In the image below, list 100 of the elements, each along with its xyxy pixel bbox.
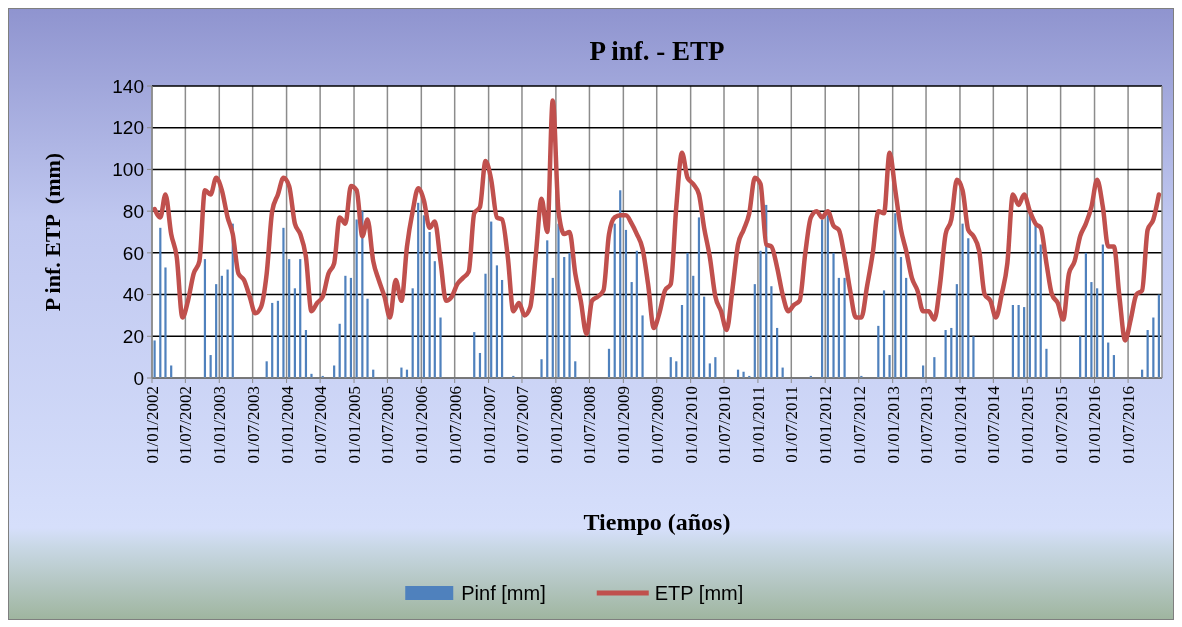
x-tick-label: 01/07/2005 xyxy=(378,386,398,464)
y-tick-label: 80 xyxy=(122,200,144,222)
chart-title: P inf. - ETP xyxy=(589,36,725,66)
bar xyxy=(400,367,403,378)
bar xyxy=(495,265,499,378)
bar xyxy=(843,277,846,378)
line-series xyxy=(152,98,1162,343)
bar xyxy=(366,298,369,378)
bar xyxy=(624,229,628,378)
bar xyxy=(630,282,633,378)
x-tick-label: 01/07/2016 xyxy=(1119,386,1139,464)
bar xyxy=(355,219,358,378)
bar xyxy=(1039,244,1042,378)
y-tick-label: 0 xyxy=(133,367,144,389)
bar xyxy=(215,284,218,378)
x-tick-label: 01/01/2003 xyxy=(210,386,230,464)
bar xyxy=(1090,282,1093,378)
x-tick-label: 01/07/2004 xyxy=(311,385,331,464)
bar xyxy=(299,259,302,378)
bar xyxy=(422,215,426,378)
bar xyxy=(742,371,745,378)
bar xyxy=(837,277,840,378)
bar xyxy=(344,275,347,378)
x-tick-label: 01/07/2008 xyxy=(580,386,600,464)
bar xyxy=(428,232,431,378)
y-tick-label: 140 xyxy=(112,75,144,97)
x-tick-label: 01/01/2015 xyxy=(1018,386,1038,464)
bar xyxy=(293,288,296,378)
bar xyxy=(557,223,560,378)
x-tick-label: 01/01/2010 xyxy=(681,386,701,464)
bar xyxy=(271,302,274,378)
bar xyxy=(484,273,487,378)
bar xyxy=(967,238,970,378)
x-tick-label: 01/07/2010 xyxy=(714,386,734,464)
bar xyxy=(635,250,638,378)
bar xyxy=(770,286,773,378)
bar xyxy=(826,215,829,378)
bar xyxy=(1034,223,1037,378)
bar xyxy=(894,213,897,378)
bar xyxy=(899,257,903,378)
x-tick-label: 01/07/2013 xyxy=(916,386,936,464)
bar xyxy=(1045,348,1048,378)
x-tick-label: 01/01/2007 xyxy=(479,385,499,464)
y-axis-title: P inf. ETP (mm) xyxy=(40,152,65,312)
bar xyxy=(972,336,975,378)
x-tick-label: 01/01/2012 xyxy=(816,386,836,464)
bar xyxy=(417,202,420,378)
bar xyxy=(490,221,493,378)
bar xyxy=(753,284,756,378)
bar xyxy=(540,359,543,378)
bar xyxy=(349,277,353,378)
bar xyxy=(686,252,689,378)
bar xyxy=(882,290,886,378)
bar xyxy=(955,284,958,378)
bar xyxy=(282,227,285,378)
x-tick-label: 01/01/2016 xyxy=(1085,386,1105,464)
bar xyxy=(613,223,616,378)
y-tick-label: 20 xyxy=(122,325,144,347)
x-tick-label: 01/07/2011 xyxy=(782,386,802,463)
bar xyxy=(159,227,162,378)
bar xyxy=(1084,252,1087,378)
x-tick-label: 01/01/2005 xyxy=(344,386,364,464)
bar xyxy=(1096,288,1099,378)
bar xyxy=(226,269,229,378)
bar xyxy=(551,277,554,378)
bar xyxy=(500,279,504,378)
bar xyxy=(1023,307,1026,378)
x-tick-label: 01/07/2006 xyxy=(445,386,465,464)
legend-label: ETP [mm] xyxy=(654,582,744,604)
bar xyxy=(220,275,223,378)
legend-label: Pinf [mm] xyxy=(461,582,546,604)
bar xyxy=(164,267,167,378)
bar xyxy=(641,315,644,378)
y-tick-label: 60 xyxy=(122,242,144,264)
y-tick-label: 40 xyxy=(122,284,144,306)
bar xyxy=(888,355,891,378)
bar xyxy=(1101,244,1104,378)
x-tick-label: 01/01/2011 xyxy=(748,386,768,463)
bar xyxy=(905,277,908,378)
y-tick-label: 100 xyxy=(112,159,144,181)
y-tick-label: 120 xyxy=(112,117,144,139)
x-tick-label: 01/07/2015 xyxy=(1051,386,1071,464)
bar xyxy=(310,373,313,378)
x-tick-label: 01/01/2013 xyxy=(883,386,903,464)
x-tick-label: 01/01/2008 xyxy=(546,386,566,464)
x-tick-label: 01/01/2004 xyxy=(277,385,297,464)
x-tick-label: 01/07/2002 xyxy=(176,386,196,464)
x-tick-label: 01/07/2009 xyxy=(647,386,667,464)
bar xyxy=(439,317,442,378)
x-tick-label: 01/07/2007 xyxy=(512,385,532,464)
bar xyxy=(411,288,414,378)
bar xyxy=(832,252,835,378)
x-tick-label: 01/01/2009 xyxy=(614,386,634,464)
x-tick-label: 01/01/2006 xyxy=(412,386,432,464)
bar xyxy=(563,257,566,378)
bar xyxy=(961,223,964,378)
x-tick-label: 01/01/2014 xyxy=(950,385,970,464)
bar xyxy=(203,259,207,378)
bar xyxy=(568,252,571,378)
x-tick-label: 01/07/2003 xyxy=(243,386,263,464)
